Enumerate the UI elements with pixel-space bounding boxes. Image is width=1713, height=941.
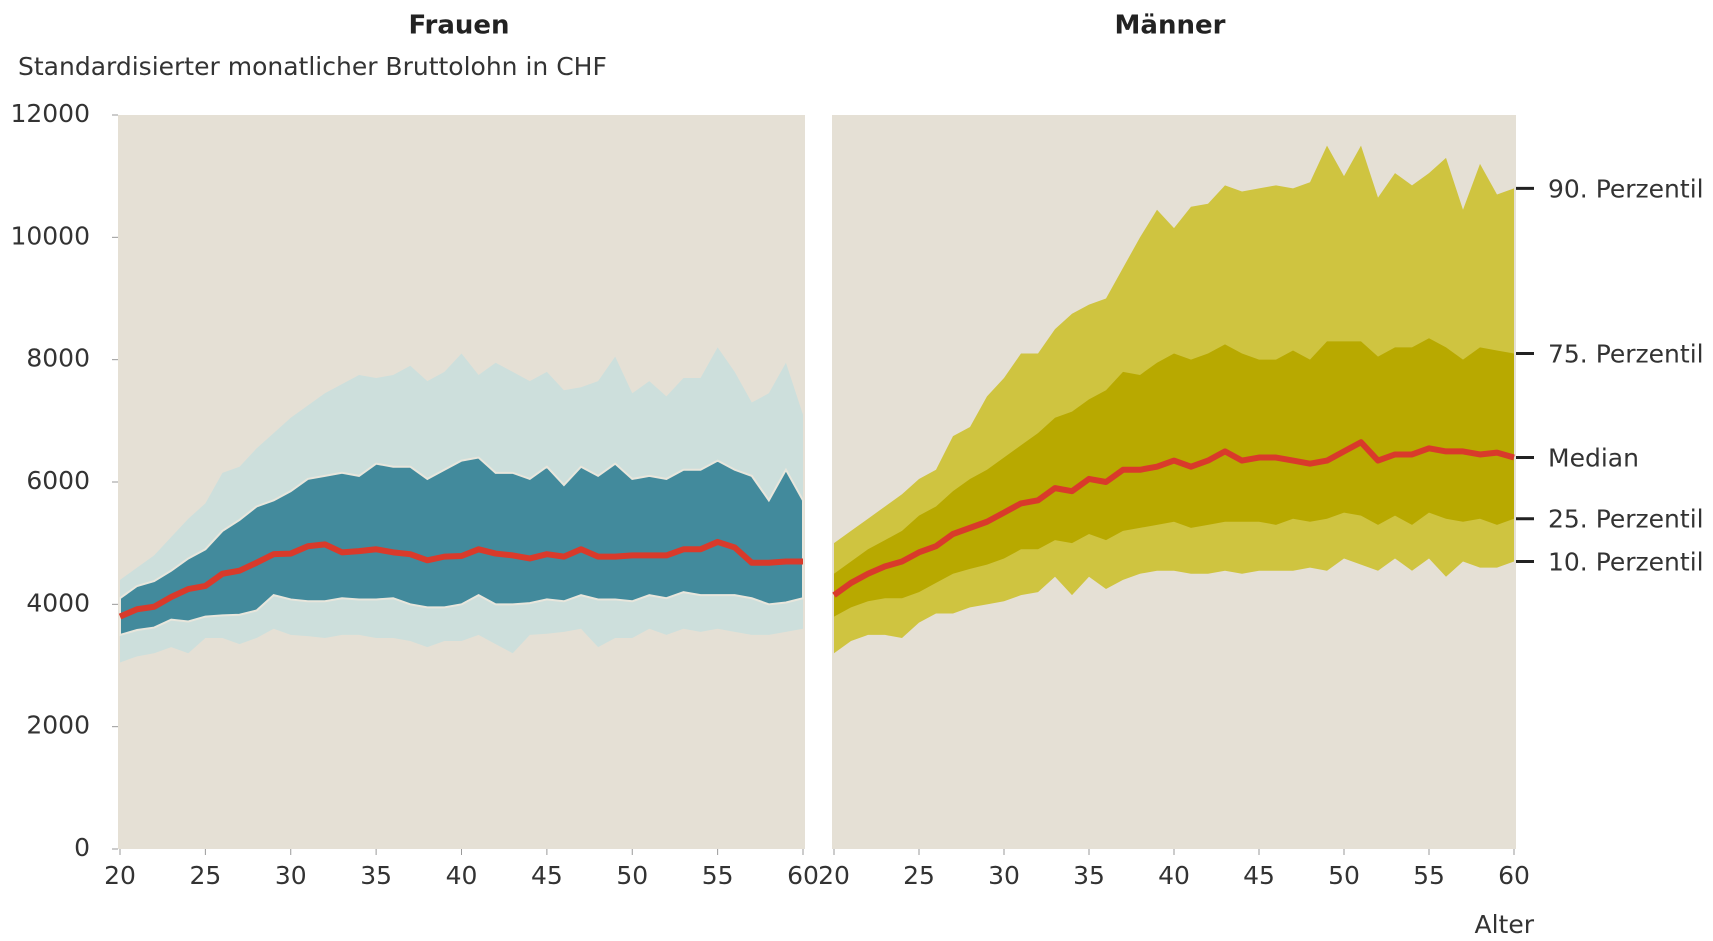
x-tick-label: 30 bbox=[275, 861, 307, 890]
x-tick-label: 50 bbox=[616, 861, 648, 890]
y-tick-label: 12000 bbox=[10, 99, 90, 128]
x-tick-label: 45 bbox=[531, 861, 563, 890]
series-label: 90. Perzentil bbox=[1548, 174, 1704, 203]
y-axis-title: Standardisierter monatlicher Bruttolohn … bbox=[18, 52, 607, 81]
y-tick-label: 10000 bbox=[10, 221, 90, 250]
x-tick-label: 20 bbox=[104, 861, 136, 890]
series-label: Median bbox=[1548, 444, 1639, 473]
y-tick-label: 6000 bbox=[26, 466, 90, 495]
x-tick-label: 35 bbox=[360, 861, 392, 890]
x-tick-label: 40 bbox=[1158, 861, 1190, 890]
x-tick-label: 35 bbox=[1073, 861, 1105, 890]
series-label: 75. Perzentil bbox=[1548, 340, 1704, 369]
median-line bbox=[118, 538, 803, 620]
x-axis-title: Alter bbox=[1474, 910, 1534, 939]
x-tick-label: 60 bbox=[1498, 861, 1530, 890]
chart-title: Frauen bbox=[408, 11, 509, 41]
median-line bbox=[832, 439, 1515, 598]
x-tick-label: 40 bbox=[446, 861, 478, 890]
x-tick-label: 20 bbox=[818, 861, 850, 890]
y-tick-label: 2000 bbox=[26, 711, 90, 740]
y-tick-label: 8000 bbox=[26, 344, 90, 373]
x-tick-label: 50 bbox=[1328, 861, 1360, 890]
x-tick-label: 55 bbox=[1413, 861, 1445, 890]
chart-title: Männer bbox=[1115, 11, 1226, 41]
x-tick-label: 25 bbox=[189, 861, 221, 890]
x-tick-label: 25 bbox=[903, 861, 935, 890]
x-tick-label: 60 bbox=[787, 861, 819, 890]
inner-band bbox=[834, 338, 1514, 617]
y-tick-label: 4000 bbox=[26, 588, 90, 617]
y-tick-label: 0 bbox=[74, 833, 90, 862]
series-label: 10. Perzentil bbox=[1548, 548, 1704, 577]
x-tick-label: 30 bbox=[988, 861, 1020, 890]
series-label: 25. Perzentil bbox=[1548, 505, 1704, 534]
x-tick-label: 45 bbox=[1243, 861, 1275, 890]
x-tick-label: 55 bbox=[702, 861, 734, 890]
inner-band bbox=[119, 456, 804, 637]
